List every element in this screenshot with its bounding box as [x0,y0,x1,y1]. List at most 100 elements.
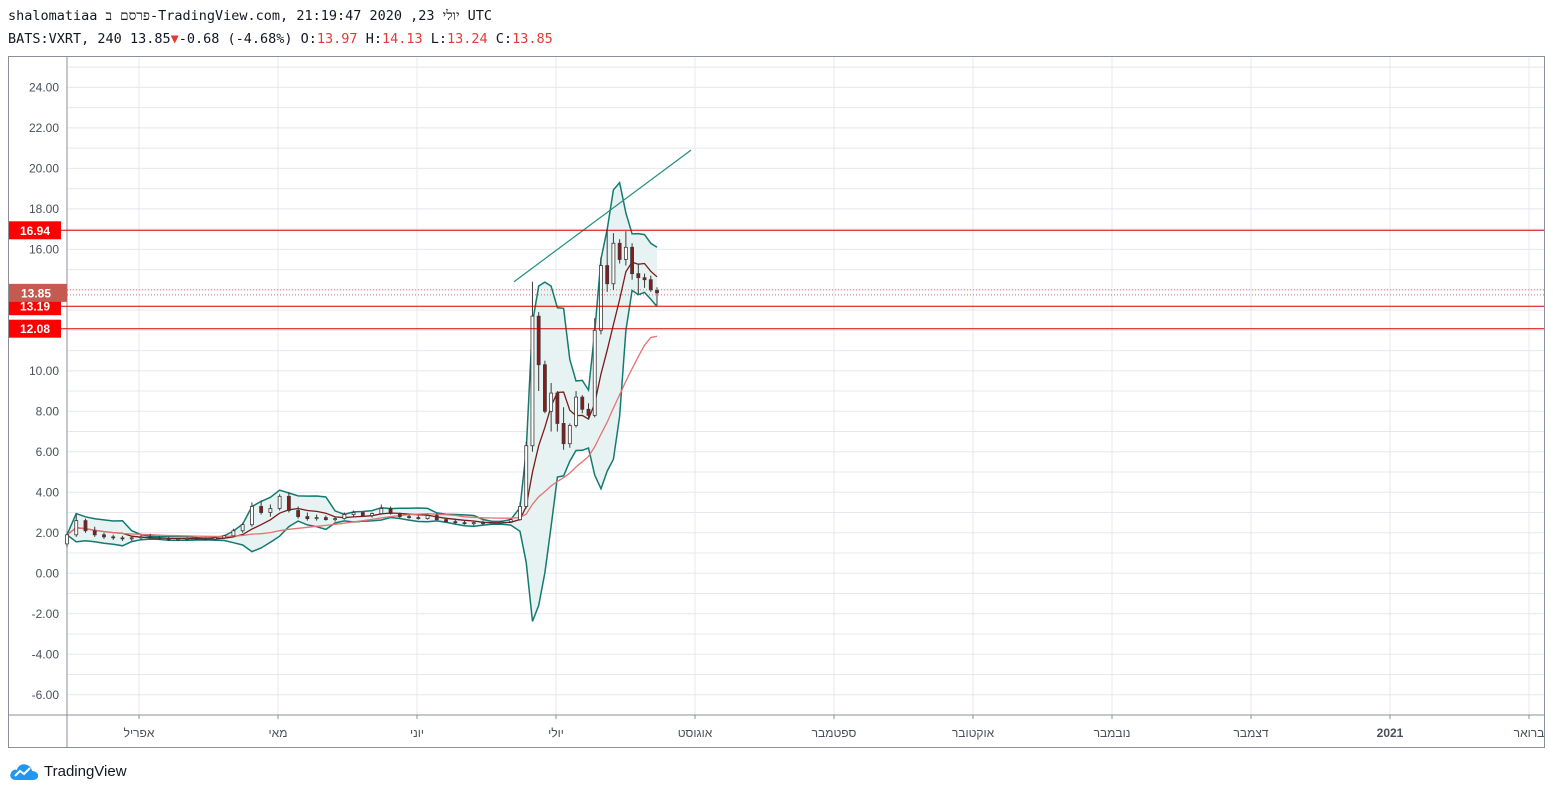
open-value: 13.97 [316,31,358,47]
candle-body [74,520,79,536]
candle-body [268,508,273,513]
y-tick-label: 18.00 [29,202,59,216]
candle-body [129,537,134,540]
candle-body [617,242,622,260]
last-price-label: 13.85 [21,286,51,300]
candle-body [388,508,393,514]
candle-body [555,392,560,424]
candle-body [111,536,116,539]
candle-body [379,508,384,514]
candle-body [65,534,69,545]
candle-body [561,423,566,445]
candle-body [655,290,659,294]
bollinger-basis-line [66,261,658,540]
moving-average-line [66,335,658,538]
candle-body [231,530,236,537]
candle-body [508,519,513,523]
tradingview-logo[interactable]: TradingView [8,760,127,782]
candle-body [370,513,374,516]
candle-body [490,522,495,525]
price-level-label: 12.08 [20,322,50,336]
candle-body [574,396,578,426]
candle-body [611,242,616,285]
x-tick-label: נובמבר [1094,726,1131,740]
candle-body [120,537,125,540]
candle-body [176,538,180,541]
trendline [513,149,692,283]
candle-body [222,535,227,539]
candle-body [623,246,628,260]
candle-body [203,538,208,541]
low-label: L: [430,31,448,47]
candlestick-chart[interactable]: אפריל מאי יוני יולי אוגוסט ספטמבר אוקטובר נובמב… [9,57,1544,747]
candle-body [444,519,448,523]
x-tick-label: אוקטובר [952,726,995,740]
candle-body [524,445,529,507]
high-value: 14.13 [381,31,423,47]
candle-body [453,521,458,524]
price-level-tag [9,319,61,338]
candle-body [592,329,597,416]
candle-body [157,537,162,540]
candle-body [351,512,356,515]
x-tick-label: ברואר [1514,726,1544,740]
candle-body [481,522,485,525]
chart-pane[interactable]: אפריל מאי יוני יולי אוגוסט ספטמבר אוקטובר נובמב… [8,56,1545,748]
tradingview-logo-text: TradingView [44,762,127,780]
candle-body [360,512,365,516]
candle-body [586,408,591,416]
x-tick-label: ספטמבר [812,726,857,740]
y-tick-label: 6.00 [36,445,60,459]
last-price-tag [9,283,67,302]
candle-body [536,315,541,366]
candle-body [277,495,282,509]
close-value: 13.85 [512,31,553,47]
candle-body [407,516,411,519]
candle-body [194,538,199,540]
y-tick-label: 10.00 [29,364,59,378]
symbol-label: BATS:VXRT, 240 [8,31,122,47]
x-tick-label: אוגוסט [678,726,713,740]
x-tick-label: דצמבר [1233,726,1268,740]
candle-body [166,538,171,541]
tradingview-cloud-icon [10,764,39,780]
candle-body [314,517,319,520]
candle-body [599,265,603,331]
candle-body [416,517,421,520]
candle-body [286,495,291,511]
candle-body [259,506,264,513]
candle-body [471,522,476,525]
candle-body [425,515,430,520]
candle-body [397,513,402,517]
candle-body [567,425,572,445]
price-level-label: 16.94 [20,224,50,238]
bollinger-fill [67,182,657,622]
candle-body [642,277,647,281]
x-tick-label: מאי [269,726,288,740]
y-tick-label: -6.00 [32,688,60,702]
candle-body [499,521,504,524]
candle-body [549,392,554,412]
y-tick-label: 4.00 [36,485,60,499]
candle-body [342,514,347,520]
bollinger-upper-line [66,180,658,539]
candle-body [605,265,610,285]
candle-body [333,518,338,521]
candle-body [185,538,190,540]
candle-body [518,506,522,521]
candle-body [530,315,535,447]
y-tick-label: -4.00 [32,647,60,661]
candle-body [434,515,439,521]
candle-body [139,536,143,539]
y-tick-label: 16.00 [29,242,59,256]
y-tick-label: 8.00 [36,404,60,418]
candle-body [83,520,88,532]
y-tick-label: 2.00 [36,526,60,540]
candle-body [102,534,106,538]
price-level-tag [9,221,61,240]
close-label: C: [495,31,513,47]
x-tick-label: 2021 [1377,726,1404,740]
price-level-label: 13.19 [20,300,50,314]
low-value: 13.24 [447,31,488,47]
price-change: -0.68 (-4.68%) [178,31,293,47]
